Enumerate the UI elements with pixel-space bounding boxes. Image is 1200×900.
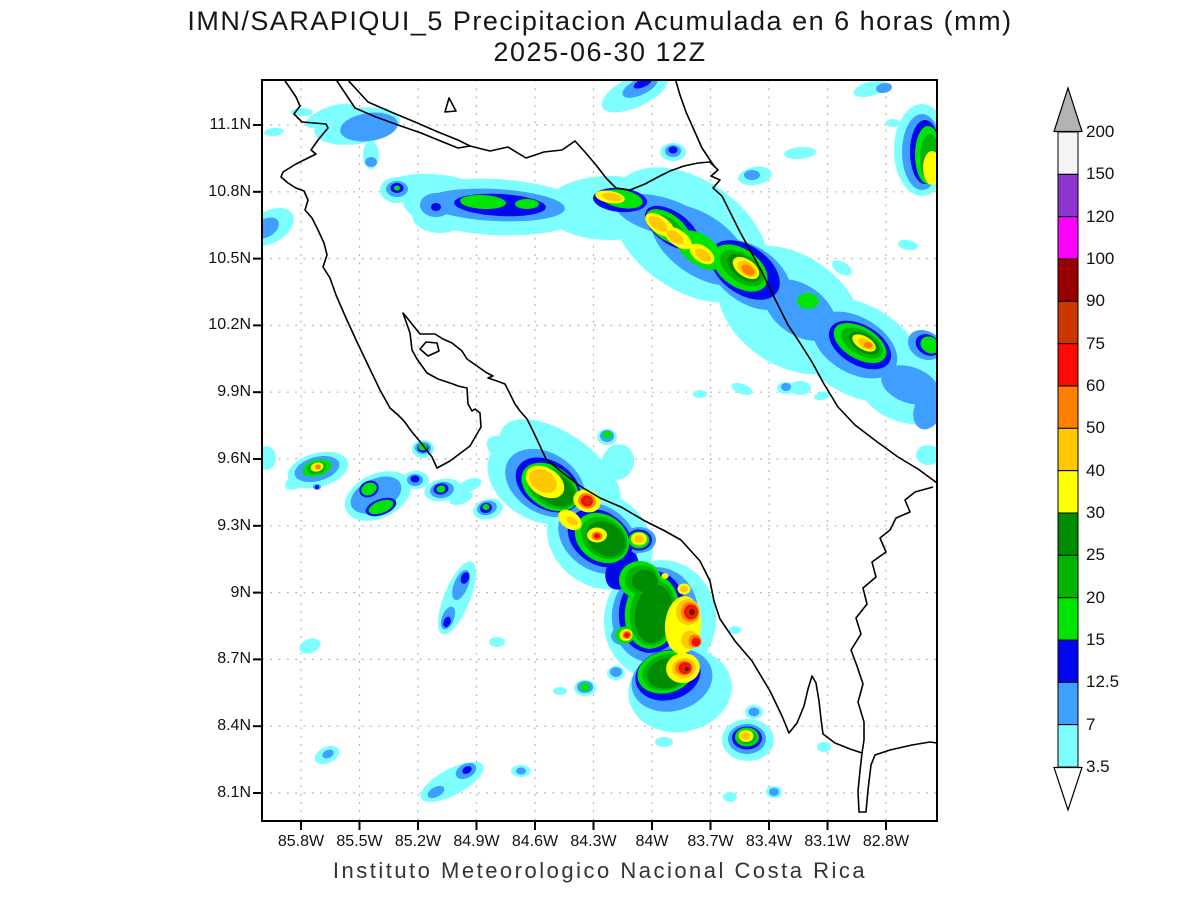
- colorbar-tick-label: 60: [1086, 376, 1105, 395]
- colorbar-segment: [1057, 300, 1079, 345]
- colorbar-tick-label: 15: [1086, 630, 1105, 649]
- lat-tick-label: 9.6N: [217, 450, 251, 467]
- colorbar-segment: [1057, 427, 1079, 472]
- lon-tick-label: 84.3W: [570, 833, 617, 850]
- colorbar-tick-label: 120: [1086, 206, 1115, 226]
- colorbar-tick-label: 25: [1086, 545, 1105, 565]
- colorbar-tick-label: 40: [1086, 460, 1105, 480]
- colorbar-segment: [1057, 173, 1079, 218]
- colorbar-tick-label: 50: [1086, 418, 1105, 438]
- lat-tick-label: 11.1N: [209, 116, 251, 133]
- plot-subtitle-datetime: 2025-06-30 12Z: [493, 37, 707, 67]
- colorbar-segment: [1057, 724, 1079, 768]
- colorbar-segment: [1057, 258, 1079, 302]
- lat-tick-label: 10.8N: [208, 182, 251, 200]
- lat-tick-label: 10.2N: [208, 316, 251, 334]
- axis-ticks: [253, 124, 887, 830]
- lat-tick-label: 10.5N: [208, 249, 251, 267]
- lat-tick-label: 8.1N: [217, 784, 251, 801]
- colorbar-tick-label: 90: [1086, 291, 1105, 311]
- coastline: [280, 80, 937, 813]
- lon-tick-label: 84.6W: [511, 833, 559, 850]
- plot-title: IMN/SARAPIQUI_5 Precipitacion Acumulada …: [187, 6, 1013, 36]
- lon-tick-label: 83.4W: [745, 833, 793, 850]
- lon-tick-label: 82.8W: [862, 833, 910, 850]
- lat-tick-label: 9.3N: [217, 516, 251, 534]
- lon-tick-label: 85.2W: [394, 833, 442, 850]
- colorbar-tick-label: 7: [1086, 714, 1096, 734]
- lon-tick-label: 85.8W: [277, 833, 325, 850]
- colorbar-tick-label: 12.5: [1086, 672, 1120, 692]
- lon-tick-label: 83.1W: [804, 833, 851, 850]
- colorbar-tick-label: 200: [1086, 122, 1115, 141]
- colorbar-tick-label: 3.5: [1086, 757, 1110, 776]
- colorbar-segment: [1057, 216, 1079, 260]
- precipitation-shading: [262, 80, 937, 803]
- lon-tick-label: 83.7W: [687, 833, 734, 850]
- colorbar-segment: [1057, 639, 1079, 683]
- lon-tick-label: 84.9W: [453, 833, 500, 850]
- colorbar-segment: [1057, 597, 1079, 641]
- colorbar-tick-label: 150: [1086, 164, 1115, 184]
- lat-tick-label: 8.4N: [217, 717, 251, 735]
- colorbar-segment: [1057, 385, 1079, 429]
- colorbar-tick-label: 30: [1086, 503, 1105, 522]
- colorbar-tick-label: 20: [1086, 587, 1105, 607]
- colorbar-tick-label: 100: [1086, 249, 1115, 268]
- colorbar-segment: [1057, 343, 1079, 387]
- colorbar-tick-label: 75: [1086, 333, 1105, 353]
- lat-tick-label: 9N: [230, 583, 251, 601]
- lat-tick-label: 8.7N: [217, 650, 251, 668]
- colorbar-segment: [1057, 470, 1079, 514]
- lat-tick-label: 9.9N: [217, 383, 251, 401]
- lon-tick-label: 85.5W: [336, 833, 383, 850]
- colorbar-arrow-up: [1053, 86, 1083, 133]
- colorbar-segment: [1057, 681, 1079, 726]
- colorbar-segment: [1057, 512, 1079, 556]
- lon-tick-label: 84W: [635, 833, 669, 850]
- plot-border: [261, 79, 938, 822]
- colorbar-arrow-down: [1053, 766, 1083, 812]
- colorbar-segment: [1057, 554, 1079, 599]
- footer-institution: Instituto Meteorologico Nacional Costa R…: [332, 858, 868, 883]
- colorbar-segment: [1057, 131, 1079, 175]
